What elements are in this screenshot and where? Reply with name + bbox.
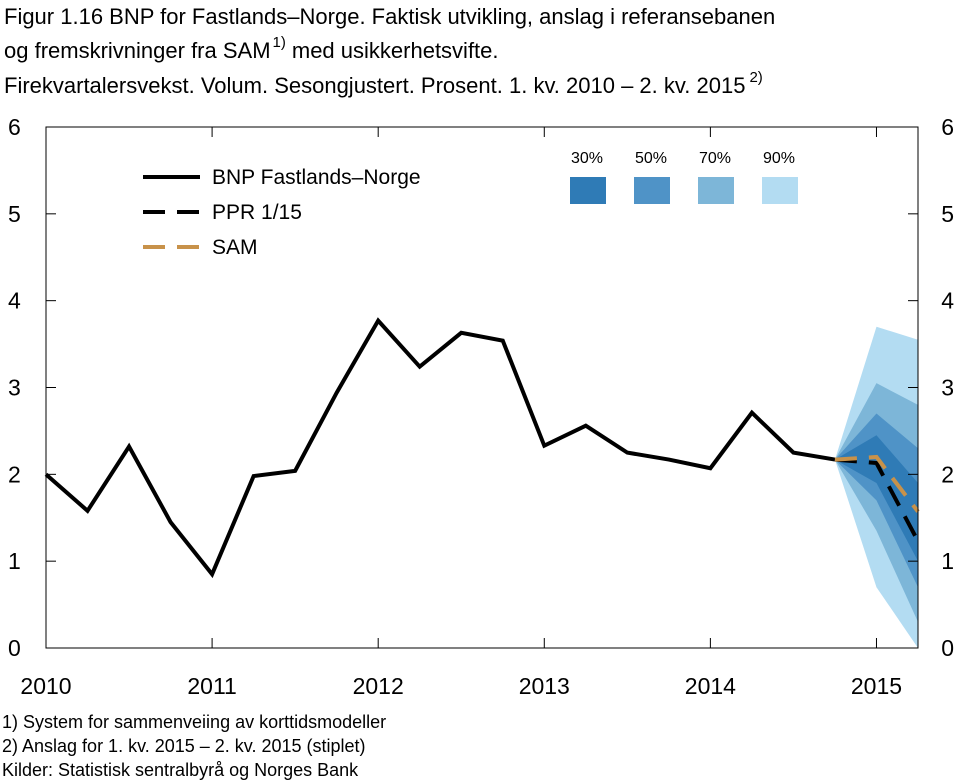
plot-frame xyxy=(45,126,919,649)
y2-tick-label: 3 xyxy=(941,375,954,401)
y2-tick-label: 2 xyxy=(941,461,954,487)
title-line: og fremskrivninger fra SAM xyxy=(4,38,271,63)
x-tick-label: 2011 xyxy=(187,673,236,699)
series-line xyxy=(834,457,920,543)
title-superscript: 1) xyxy=(273,34,286,51)
legend-label: BNP Fastlands–Norge xyxy=(212,166,421,189)
legend-label: 90% xyxy=(763,150,795,167)
legend-swatch xyxy=(698,177,734,204)
y-tick-label: 2 xyxy=(8,461,21,487)
x-tick-label: 2013 xyxy=(519,673,570,699)
y-tick-label: 5 xyxy=(8,201,21,227)
y2-tick-label: 4 xyxy=(941,288,954,314)
x-tick-label: 2014 xyxy=(685,673,736,699)
series-line xyxy=(834,454,920,513)
footnote: 2) Anslag for 1. kv. 2015 – 2. kv. 2015 … xyxy=(2,736,366,756)
title-line: Firekvartalersvekst. Volum. Sesongjuster… xyxy=(4,73,745,98)
x-tick-label: 2015 xyxy=(851,673,902,699)
y2-tick-label: 0 xyxy=(941,635,954,661)
legend-label: PPR 1/15 xyxy=(212,201,302,224)
footnote: 1) System for sammenveiing av korttidsmo… xyxy=(2,712,386,732)
fan-band xyxy=(834,435,918,562)
y-tick-label: 6 xyxy=(8,114,21,140)
title-line: med usikkerhetsvifte. xyxy=(292,38,499,63)
chart-title: Figur 1.16 BNP for Fastlands–Norge. Fakt… xyxy=(4,4,775,29)
x-tick-label: 2010 xyxy=(20,673,71,699)
legend-label: 70% xyxy=(699,150,731,167)
chart-title: Firekvartalersvekst. Volum. Sesongjuster… xyxy=(4,69,763,98)
legend-label: 30% xyxy=(571,150,603,167)
title-superscript: 2) xyxy=(749,69,762,86)
y-tick-label: 1 xyxy=(8,548,21,574)
chart-title: og fremskrivninger fra SAM 1) med usikkerh… xyxy=(4,34,499,63)
legend-label: 50% xyxy=(635,150,667,167)
y-tick-label: 0 xyxy=(8,635,21,661)
legend-label: SAM xyxy=(212,236,258,259)
y2-tick-label: 1 xyxy=(941,548,954,574)
y-tick-label: 3 xyxy=(8,375,21,401)
y2-tick-label: 5 xyxy=(941,201,954,227)
x-tick-label: 2012 xyxy=(353,673,404,699)
legend-swatch xyxy=(570,177,606,204)
title-line: Figur 1.16 BNP for Fastlands–Norge. Fakt… xyxy=(4,4,775,29)
legend-swatch xyxy=(634,177,670,204)
y2-tick-label: 6 xyxy=(941,114,954,140)
legend-swatch xyxy=(762,177,798,204)
y-tick-label: 4 xyxy=(8,288,21,314)
footnote: Kilder: Statistisk sentralbyrå og Norges… xyxy=(2,760,359,780)
series-line xyxy=(44,317,836,579)
